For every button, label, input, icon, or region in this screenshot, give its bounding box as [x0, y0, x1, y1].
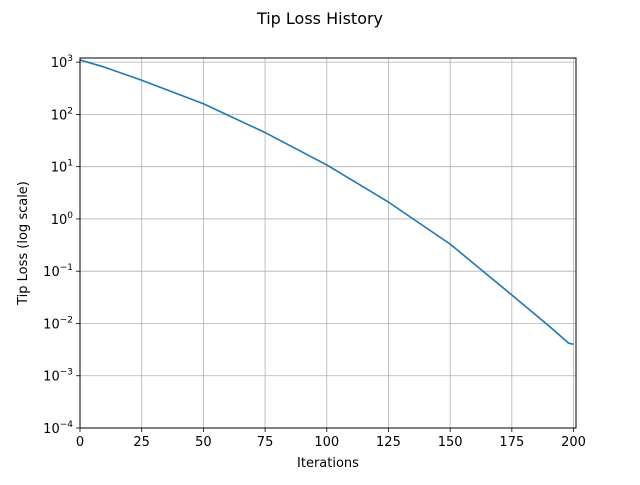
x-tick-label: 0: [76, 435, 84, 450]
x-tick-label: 200: [561, 435, 586, 450]
y-tick-label: 10−1: [43, 263, 73, 280]
plot-frame: [79, 57, 577, 429]
y-tick-label: 102: [51, 106, 73, 123]
x-tick-label: 150: [438, 435, 463, 450]
y-tick-label: 101: [51, 159, 73, 176]
y-tick-label: 10−2: [43, 315, 73, 332]
series-layer: [79, 59, 574, 346]
y-axis-label: Tip Loss (log scale): [16, 181, 31, 306]
y-tick-label: 10−4: [43, 420, 73, 437]
grid-lines: [79, 58, 576, 429]
x-axis-label: Iterations: [297, 456, 359, 471]
x-tick-label: 25: [133, 435, 150, 450]
x-axis-ticks: 0 25 50 75 100 125 150 175 200: [76, 428, 586, 450]
series-line: [79, 59, 574, 346]
x-tick-label: 125: [376, 435, 401, 450]
x-tick-label: 50: [195, 435, 212, 450]
y-tick-label: 10−3: [43, 368, 73, 385]
chart-title: Tip Loss History: [256, 9, 383, 28]
y-tick-label: 100: [51, 211, 74, 228]
x-tick-label: 75: [257, 435, 274, 450]
y-tick-label: 103: [51, 54, 73, 71]
y-axis-ticks: 10−4 10−3 10−2 10−1 100 101 102 103: [43, 54, 80, 437]
x-tick-label: 100: [314, 435, 339, 450]
x-tick-label: 175: [499, 435, 524, 450]
